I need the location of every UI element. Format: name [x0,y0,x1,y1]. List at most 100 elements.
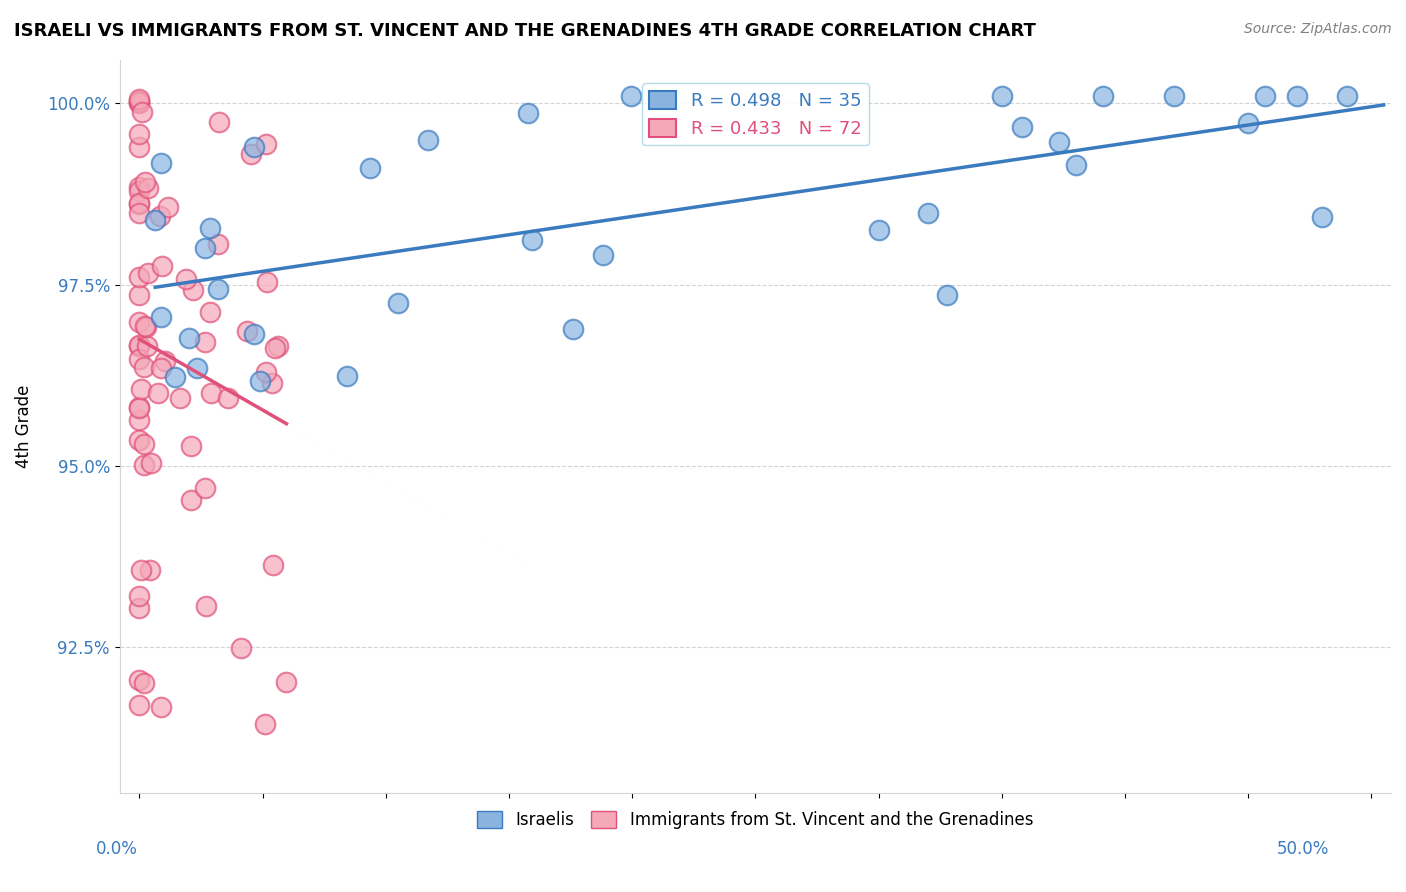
Point [254,136,277,151]
Point [128,352,150,367]
Point [128,288,150,302]
Point [1310,210,1333,224]
Text: ISRAELI VS IMMIGRANTS FROM ST. VINCENT AND THE GRENADINES 4TH GRADE CORRELATION : ISRAELI VS IMMIGRANTS FROM ST. VINCENT A… [14,22,1036,40]
Point [1092,88,1115,103]
Point [194,481,217,495]
Point [231,641,253,656]
Point [249,374,271,388]
Point [128,127,150,141]
Point [263,341,285,355]
Point [132,676,155,690]
Point [149,209,172,223]
Point [207,115,229,129]
Point [562,322,585,336]
Point [128,95,150,109]
Point [1237,115,1260,129]
Point [132,437,155,451]
Point [1064,158,1087,172]
Point [236,324,259,338]
Point [128,337,150,351]
Text: 50.0%: 50.0% [1277,840,1329,858]
Point [128,269,150,284]
Point [128,673,150,687]
Point [153,353,176,368]
Point [276,675,298,690]
Point [418,133,440,147]
Point [128,401,150,415]
Point [156,200,179,214]
Point [180,439,202,453]
Point [200,386,222,401]
Point [194,599,217,614]
Point [1011,120,1033,135]
Point [359,161,381,176]
Point [198,305,221,319]
Point [138,266,160,280]
Point [128,94,150,108]
Point [128,196,150,211]
Point [134,458,156,473]
Point [1336,88,1358,103]
Point [592,248,614,262]
Point [186,361,208,376]
Point [131,104,153,119]
Point [128,434,150,448]
Point [128,698,150,713]
Point [917,205,939,219]
Point [169,392,191,406]
Point [134,360,156,375]
Point [207,236,229,251]
Point [134,319,156,334]
Point [243,327,266,342]
Point [1254,88,1277,103]
Point [135,320,157,334]
Point [150,361,173,376]
Point [135,338,157,352]
Point [200,221,222,235]
Point [181,283,204,297]
Point [141,456,163,470]
Point [194,242,217,256]
Point [128,96,150,111]
Legend: Israelis, Immigrants from St. Vincent and the Grenadines: Israelis, Immigrants from St. Vincent an… [471,804,1040,836]
Point [128,196,150,211]
Point [128,92,150,106]
Point [260,376,283,390]
Point [129,564,152,578]
Text: Source: ZipAtlas.com: Source: ZipAtlas.com [1244,22,1392,37]
Point [128,139,150,153]
Point [262,558,284,572]
Point [1047,135,1070,149]
Point [150,310,173,324]
Point [522,233,544,247]
Point [242,140,264,154]
Point [128,180,150,194]
Y-axis label: 4th Grade: 4th Grade [15,384,32,467]
Point [136,181,159,195]
Point [177,331,200,345]
Point [194,334,217,349]
Point [138,563,160,577]
Point [150,259,173,273]
Point [129,382,152,396]
Point [180,493,202,508]
Point [620,89,643,103]
Point [254,365,277,379]
Text: 0.0%: 0.0% [96,840,138,858]
Point [163,369,186,384]
Point [146,386,169,401]
Point [128,589,150,603]
Point [128,184,150,198]
Point [150,155,173,169]
Point [1163,88,1185,103]
Point [253,717,276,731]
Point [134,175,156,189]
Point [143,212,166,227]
Point [240,147,263,161]
Point [128,315,150,329]
Point [990,88,1012,103]
Point [128,339,150,353]
Point [256,275,278,289]
Point [128,206,150,220]
Point [128,401,150,416]
